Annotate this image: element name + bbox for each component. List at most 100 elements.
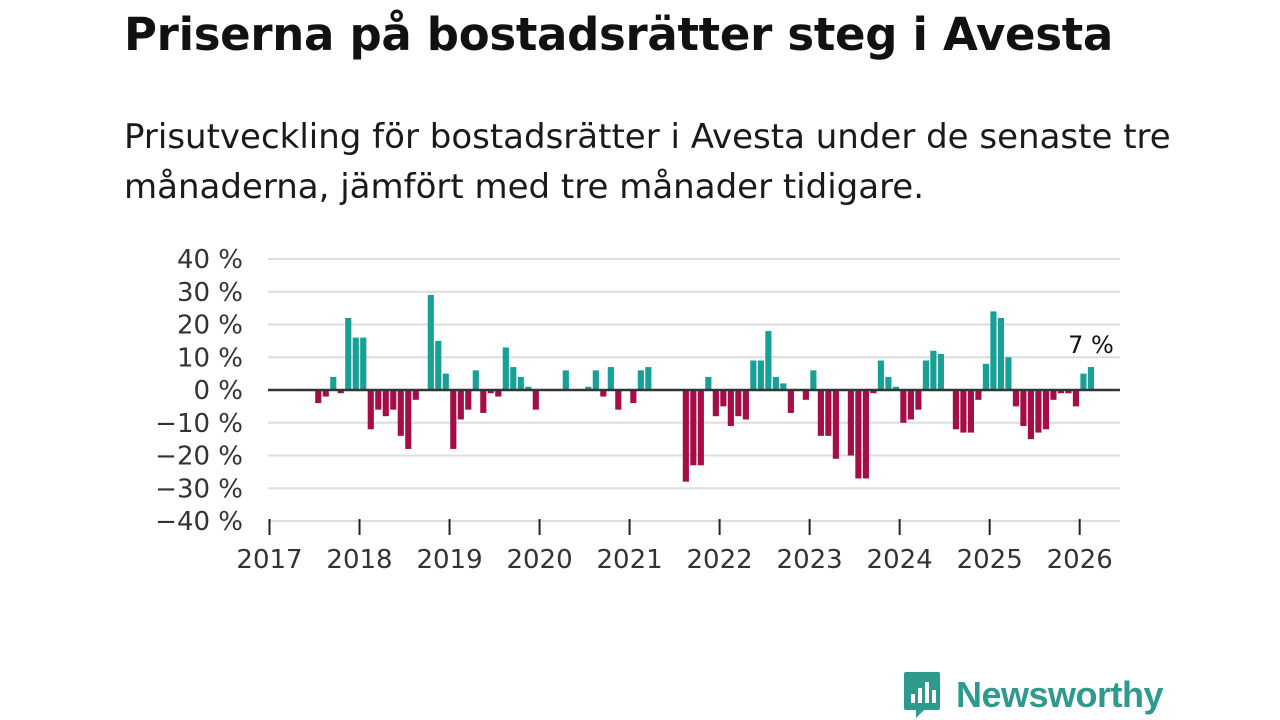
bar	[1035, 390, 1042, 433]
bar	[337, 390, 344, 394]
x-tick-label: 2020	[506, 545, 572, 575]
x-tick-label: 2022	[687, 545, 753, 575]
bar	[787, 390, 794, 413]
x-tick-label: 2025	[957, 545, 1023, 575]
x-tick-label: 2017	[236, 545, 302, 575]
x-tick-label: 2026	[1047, 545, 1113, 575]
bar	[472, 370, 479, 390]
bar	[487, 390, 494, 394]
bar	[922, 360, 929, 390]
bar	[607, 367, 614, 390]
bar	[937, 353, 944, 390]
x-tick-label: 2021	[596, 545, 662, 575]
bar	[495, 390, 502, 397]
bar	[930, 350, 937, 390]
bar	[900, 390, 907, 423]
y-tick-label: −10 %	[155, 409, 243, 439]
bar	[885, 376, 892, 390]
bar	[532, 390, 539, 410]
bar	[765, 331, 772, 390]
bar	[742, 390, 749, 420]
bar	[367, 390, 374, 430]
bar	[720, 390, 727, 407]
bar	[480, 390, 487, 413]
bar	[892, 386, 899, 390]
bar	[690, 390, 697, 466]
x-tick-label: 2019	[416, 545, 482, 575]
bar	[330, 376, 337, 390]
bar	[615, 390, 622, 410]
bar	[390, 390, 397, 410]
y-tick-label: −40 %	[155, 507, 243, 537]
bar	[517, 376, 524, 390]
bar	[735, 390, 742, 417]
axes	[268, 388, 1120, 535]
bar	[352, 337, 359, 390]
bar	[832, 390, 839, 459]
bar	[990, 311, 997, 390]
bar	[1027, 390, 1034, 440]
bar-chart: 40 %30 %20 %10 %0 %−10 %−20 %−30 %−40 % 2…	[155, 245, 1120, 575]
bar	[847, 390, 854, 456]
bar	[637, 370, 644, 390]
bar	[510, 367, 517, 390]
bar	[562, 370, 569, 390]
bar	[1080, 373, 1087, 391]
bar	[405, 390, 412, 449]
bar	[465, 390, 472, 410]
y-tick-label: 0 %	[193, 376, 243, 406]
bar	[960, 390, 967, 433]
bar	[727, 390, 734, 427]
y-tick-label: −30 %	[155, 474, 243, 504]
bar	[682, 390, 689, 482]
bar	[967, 390, 974, 433]
bar	[1050, 390, 1057, 400]
newsworthy-logo-icon	[904, 672, 940, 718]
bar	[862, 390, 869, 479]
bar	[600, 390, 607, 397]
bar	[427, 295, 434, 390]
bar	[870, 390, 877, 394]
chart-title: Priserna på bostadsrätter steg i Avesta	[124, 8, 1113, 61]
bar	[1012, 390, 1019, 407]
bar-series	[315, 295, 1095, 482]
bar	[997, 317, 1004, 390]
bar	[780, 383, 787, 390]
bar	[502, 347, 509, 390]
tick-labels: 40 %30 %20 %10 %0 %−10 %−20 %−30 %−40 % 2…	[155, 245, 1114, 575]
bar	[915, 390, 922, 410]
bar	[645, 367, 652, 390]
bar	[877, 360, 884, 390]
bar	[442, 373, 449, 391]
bar	[825, 390, 832, 436]
bar	[1042, 390, 1049, 430]
bar	[975, 390, 982, 400]
bar	[817, 390, 824, 436]
x-tick-label: 2018	[326, 545, 392, 575]
bar	[1005, 357, 1012, 390]
bar	[322, 390, 329, 397]
bar	[750, 360, 757, 390]
y-tick-label: 10 %	[177, 343, 243, 373]
bar	[772, 376, 779, 390]
latest-value-label: 7 %	[1068, 331, 1114, 359]
x-tick-label: 2023	[777, 545, 843, 575]
bar	[757, 360, 764, 390]
bar	[952, 390, 959, 430]
bar	[1087, 367, 1095, 390]
bar	[697, 390, 704, 466]
bar	[345, 317, 352, 390]
bar	[1020, 390, 1027, 427]
bar	[525, 386, 532, 390]
bar	[705, 376, 712, 390]
bar	[855, 390, 862, 479]
y-tick-label: 20 %	[177, 311, 243, 341]
bar	[1065, 390, 1072, 394]
bar	[360, 337, 367, 390]
x-tick-label: 2024	[867, 545, 933, 575]
bar	[375, 390, 382, 410]
bar	[397, 390, 404, 436]
newsworthy-logo-text: Newsworthy	[956, 674, 1164, 715]
y-tick-label: 30 %	[177, 278, 243, 308]
bar	[907, 390, 914, 420]
